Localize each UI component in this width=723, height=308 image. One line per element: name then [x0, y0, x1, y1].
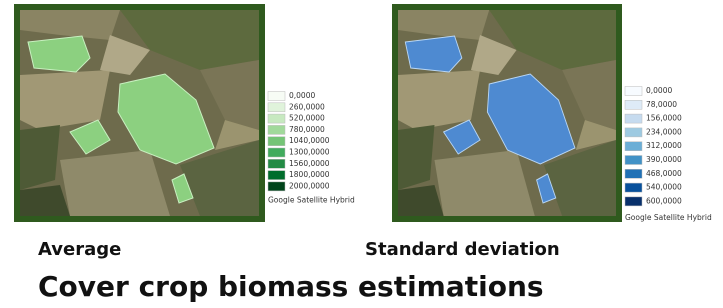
legend-label: 390,0000	[646, 155, 682, 164]
legend-swatch	[625, 128, 642, 137]
legend-swatch	[268, 159, 285, 168]
legend-swatch	[268, 182, 285, 191]
slide: Cover crop biomass estimations 0,0000 260…	[0, 0, 723, 308]
legend-source: Google Satellite Hybrid	[625, 213, 712, 222]
legend-source: Google Satellite Hybrid	[268, 196, 355, 205]
legend-label: 234,0000	[646, 127, 682, 136]
legend-label: 0,0000	[646, 86, 672, 95]
legend-label: 156,0000	[646, 114, 682, 123]
legend-swatch	[625, 142, 642, 151]
legend-swatch	[268, 103, 285, 112]
legend-swatch	[625, 87, 642, 96]
legend-swatch	[625, 114, 642, 123]
legend-label: 468,0000	[646, 169, 682, 178]
legend-swatch	[268, 137, 285, 146]
map-std	[392, 4, 622, 222]
legend-label: 520,0000	[289, 114, 325, 123]
legend-label: 1040,0000	[289, 136, 330, 145]
legend-swatch	[268, 171, 285, 180]
legend-label: 260,0000	[289, 102, 325, 111]
legend-swatch	[625, 156, 642, 165]
legend-swatch	[268, 92, 285, 101]
legend-label: 0,0000	[289, 91, 315, 100]
caption: Average	[38, 239, 121, 260]
legend-label: 1560,0000	[289, 159, 330, 168]
legend-label: 1800,0000	[289, 170, 330, 179]
map-average	[14, 4, 265, 222]
legend-swatch	[268, 114, 285, 123]
page: Cover crop biomass estimations 0,0000 260…	[0, 0, 723, 308]
legend-label: 312,0000	[646, 141, 682, 150]
legend-swatch	[268, 125, 285, 134]
legend-swatch	[625, 197, 642, 206]
legend-swatch	[625, 100, 642, 109]
legend-label: 1300,0000	[289, 148, 330, 157]
caption: Standard deviation	[365, 239, 560, 260]
legend-label: 78,0000	[646, 100, 677, 109]
legend-swatch	[625, 183, 642, 192]
legend-label: 540,0000	[646, 183, 682, 192]
legend-label: 780,0000	[289, 125, 325, 134]
legend-label: 600,0000	[646, 196, 682, 205]
legend-swatch	[625, 169, 642, 178]
legend-label: 2000,0000	[289, 181, 330, 190]
legend-swatch	[268, 148, 285, 157]
title: Cover crop biomass estimations	[38, 270, 544, 303]
